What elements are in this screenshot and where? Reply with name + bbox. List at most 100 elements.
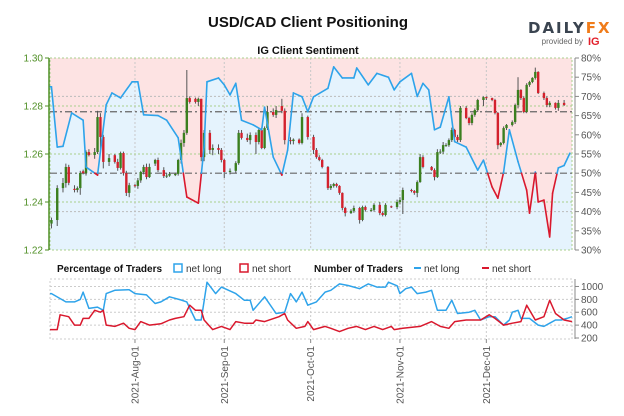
sentiment-line-long xyxy=(502,129,511,173)
candle-down xyxy=(554,102,557,108)
candle-up xyxy=(64,166,68,184)
sentiment-line-short xyxy=(186,196,200,204)
sentiment-line-long xyxy=(399,72,413,83)
price-axis-label: 1.26 xyxy=(24,150,44,161)
candle-down xyxy=(413,190,416,193)
candle-down xyxy=(536,71,540,94)
sentiment-line-long xyxy=(556,167,560,174)
candle-up xyxy=(292,139,295,142)
candle-up xyxy=(531,77,534,82)
candle-down xyxy=(188,98,191,102)
candle-down xyxy=(87,152,91,155)
sentiment-line-long xyxy=(301,95,309,113)
pct-axis-label: 55% xyxy=(581,150,601,161)
legend-pct-short: net short xyxy=(252,264,291,275)
sentiment-line-long xyxy=(508,129,519,163)
candle-up xyxy=(153,160,157,164)
price-axis-label: 1.24 xyxy=(24,198,44,209)
candle-up xyxy=(505,124,508,129)
candle-down xyxy=(223,160,226,172)
sentiment-line-short xyxy=(491,186,499,199)
sentiment-line-long xyxy=(240,119,254,126)
sentiment-line-long xyxy=(177,137,185,174)
sentiment-line-long xyxy=(476,159,485,171)
candle-up xyxy=(165,175,168,177)
legend-num-short: net short xyxy=(492,264,531,275)
candle-down xyxy=(260,130,263,148)
sentiment-line-short xyxy=(520,172,528,191)
candle-down xyxy=(315,149,318,158)
candle-up xyxy=(179,142,183,160)
candle-down xyxy=(297,139,301,143)
candle-down xyxy=(493,100,497,113)
candle-down xyxy=(410,190,413,191)
candle-down xyxy=(200,98,203,158)
sentiment-line-short xyxy=(197,172,203,204)
date-tick-label: 2021-Dec-01 xyxy=(482,346,493,404)
candle-down xyxy=(194,98,197,102)
candle-up xyxy=(513,105,517,123)
candle-up xyxy=(528,82,531,85)
sentiment-line-long xyxy=(376,72,390,78)
candle-up xyxy=(398,200,402,202)
sentiment-line-long xyxy=(482,159,489,174)
sentiment-line-long xyxy=(410,72,419,98)
date-axis: 2021-Aug-01 2021-Sep-01 2021-Oct-01 2021-No… xyxy=(130,339,493,404)
candle-down xyxy=(113,155,117,162)
candle-up xyxy=(263,128,266,148)
sentiment-line-long xyxy=(306,95,315,113)
sentiment-line-long xyxy=(105,92,113,106)
candle-down xyxy=(545,98,549,106)
sentiment-line-long xyxy=(200,146,205,174)
pct-axis-label: 45% xyxy=(581,188,601,199)
candle-down xyxy=(320,160,324,167)
sentiment-line-long xyxy=(260,106,266,131)
sentiment-line-long xyxy=(312,87,329,98)
sentiment-line-short xyxy=(548,192,554,238)
candle-up xyxy=(107,158,111,162)
net-short-count-line xyxy=(50,299,573,333)
candle-up xyxy=(50,220,53,224)
pct-axis-label: 60% xyxy=(581,130,601,141)
logo-provided-by: provided by xyxy=(542,37,583,46)
legend-num-long: net long xyxy=(424,264,460,275)
candle-up xyxy=(168,173,171,176)
candle-up xyxy=(470,114,474,124)
candle-down xyxy=(67,166,70,183)
count-axis-label: 400 xyxy=(581,321,598,332)
sentiment-line-long xyxy=(453,140,467,148)
sentiment-line-long xyxy=(433,126,442,131)
candle-down xyxy=(133,185,137,187)
sentiment-line-long xyxy=(272,156,282,174)
legend: Percentage of Traders net long net short… xyxy=(57,263,531,275)
sentiment-line-long xyxy=(82,119,87,168)
candle-up xyxy=(332,184,335,186)
candle-up xyxy=(79,172,82,189)
sentiment-line-long xyxy=(355,67,370,86)
candle-down xyxy=(519,89,523,99)
candle-down xyxy=(421,157,425,167)
sentiment-line-long xyxy=(393,81,401,91)
candle-down xyxy=(496,112,500,146)
sentiment-line-short xyxy=(497,172,505,199)
candle-down xyxy=(456,136,459,141)
candle-up xyxy=(182,132,186,143)
candle-down xyxy=(464,107,468,118)
candle-down xyxy=(254,135,258,142)
candle-up xyxy=(395,202,399,208)
count-axis-label: 600 xyxy=(581,308,598,319)
candle-up xyxy=(61,183,65,189)
candle-down xyxy=(344,208,347,214)
legend-num-label: Number of Traders xyxy=(314,264,403,275)
sentiment-line-long xyxy=(286,92,295,151)
sentiment-line-long xyxy=(157,114,168,122)
candle-down xyxy=(272,112,275,115)
candle-up xyxy=(329,185,333,189)
sentiment-line-long xyxy=(111,92,122,99)
candle-up xyxy=(56,188,59,220)
candle-up xyxy=(93,152,96,155)
candle-down xyxy=(280,106,284,111)
sentiment-line-short xyxy=(525,189,531,214)
candle-up xyxy=(136,180,140,186)
candle-up xyxy=(511,122,514,125)
